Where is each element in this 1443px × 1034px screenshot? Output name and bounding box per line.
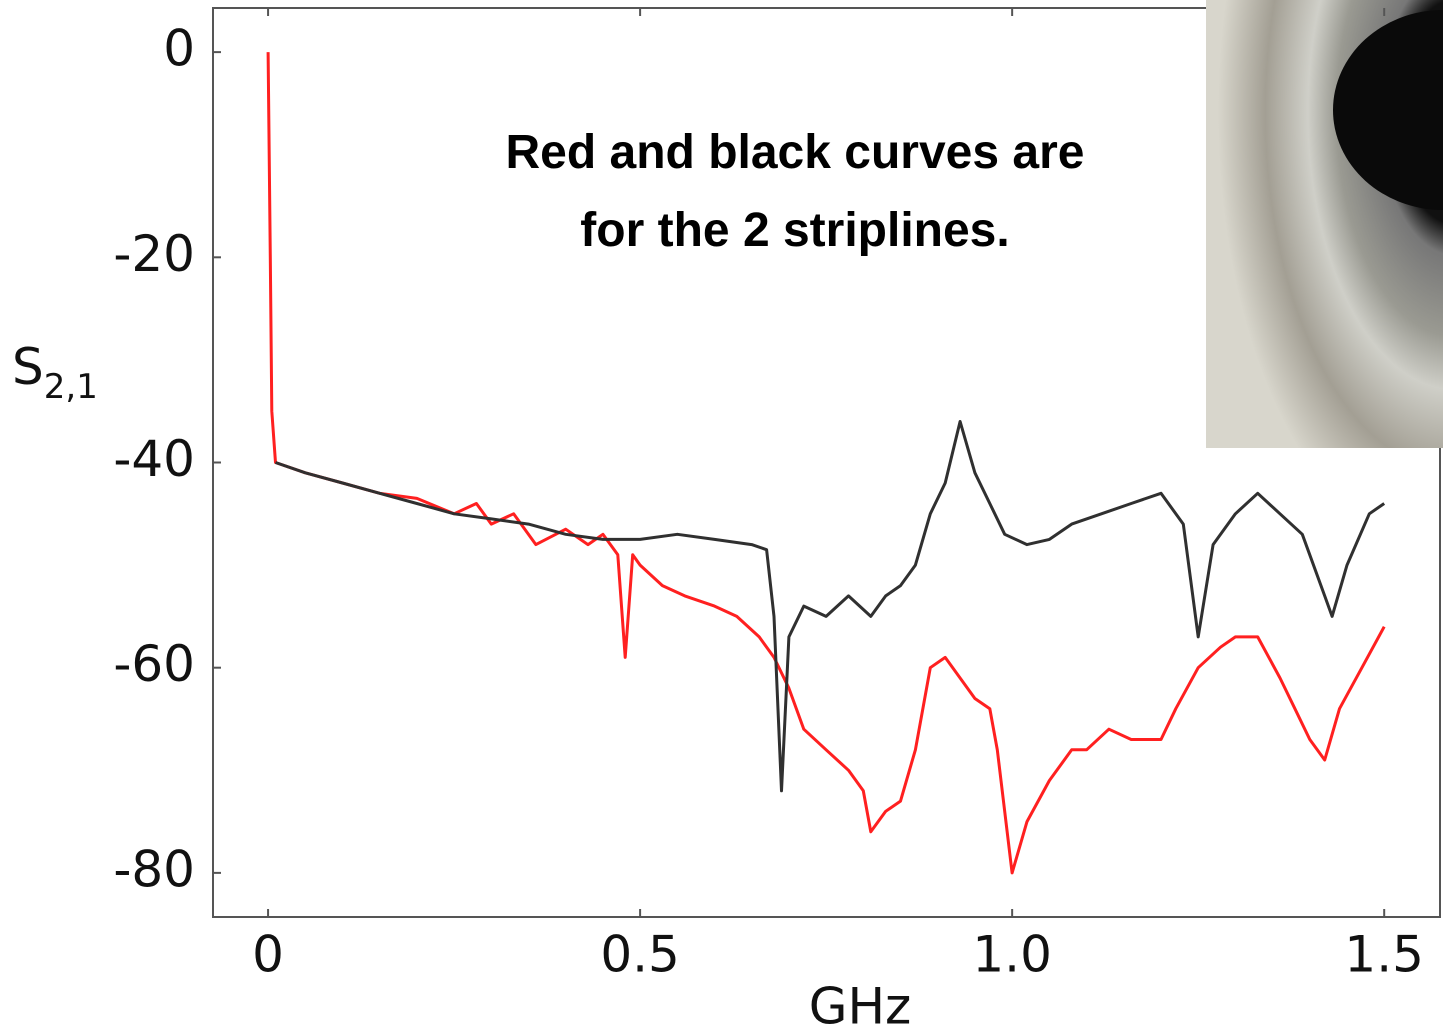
- photo-detail: [1333, 10, 1443, 210]
- y-tick-label: -80: [113, 840, 195, 898]
- y-tick-label: -20: [113, 225, 195, 283]
- series-line: [266, 52, 1386, 875]
- x-axis-label: GHz: [809, 978, 912, 1034]
- x-tick-label: 1.0: [972, 926, 1052, 984]
- y-axis-label: S2,1: [12, 338, 98, 407]
- plot-area: [266, 52, 1386, 875]
- y-tick-label: -60: [113, 635, 195, 693]
- y-tick-label: -40: [113, 430, 195, 488]
- y-axis-label-subscript: 2,1: [44, 367, 98, 407]
- y-axis-label-main: S: [12, 338, 44, 396]
- x-tick-label: 0: [252, 926, 284, 984]
- x-tick-label: 1.5: [1344, 926, 1424, 984]
- x-tick-label: 0.5: [600, 926, 680, 984]
- annotation: Red and black curves are: [506, 126, 1085, 179]
- series-line: [275, 420, 1386, 793]
- annotation: for the 2 striplines.: [580, 204, 1009, 257]
- y-tick-label: 0: [163, 20, 195, 78]
